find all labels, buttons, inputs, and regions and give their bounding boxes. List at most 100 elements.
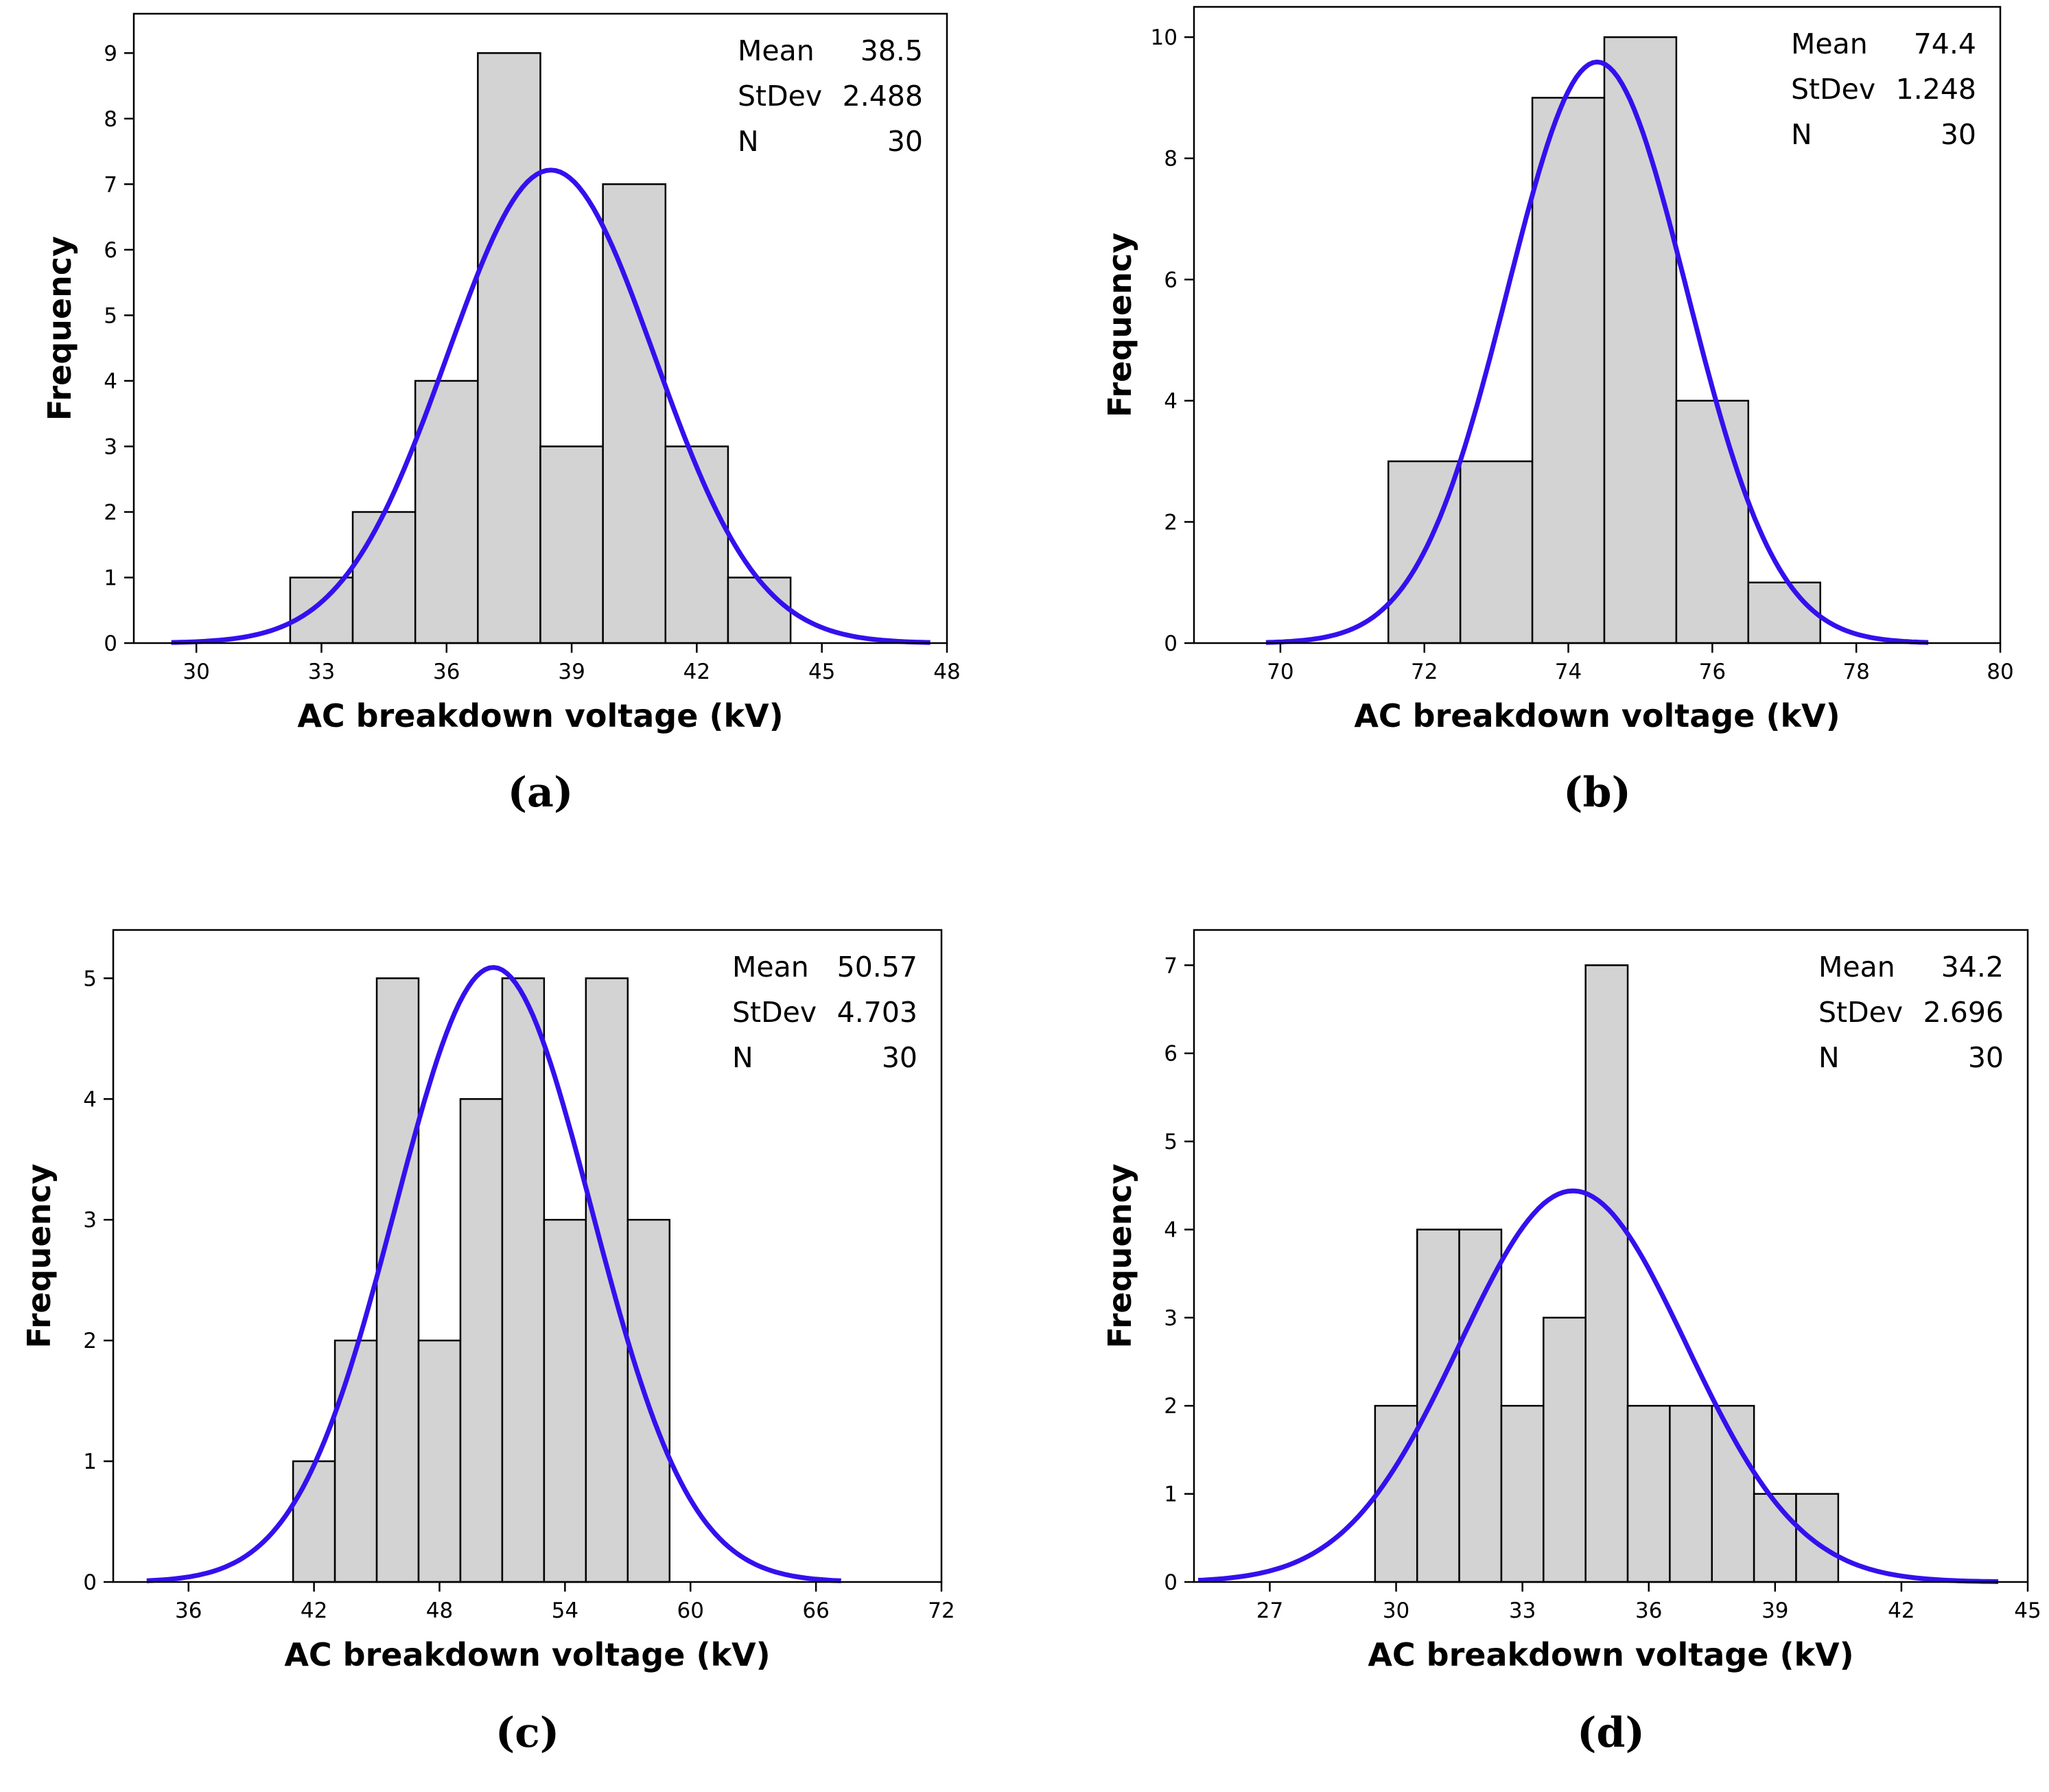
y-tick-label: 1 xyxy=(104,566,117,590)
normal-fit-curve xyxy=(1265,59,1929,645)
x-tick-label: 54 xyxy=(552,1598,578,1623)
histogram-bar xyxy=(459,1098,504,1583)
x-tick-label: 39 xyxy=(558,660,585,684)
histogram-bar xyxy=(543,1218,587,1583)
histogram-bar xyxy=(1458,1229,1503,1583)
histogram-bar xyxy=(1747,581,1821,644)
histogram-bar xyxy=(1374,1404,1418,1583)
histogram-bar xyxy=(414,380,479,644)
plot-frame xyxy=(112,929,943,1583)
histogram-bar xyxy=(501,977,546,1583)
histogram-bar xyxy=(1795,1493,1840,1583)
histogram-bar xyxy=(477,52,541,644)
x-tick-label: 27 xyxy=(1256,1598,1283,1623)
x-tick-label: 39 xyxy=(1761,1598,1788,1623)
y-tick-label: 9 xyxy=(104,41,117,66)
stat-label: Mean xyxy=(732,951,809,984)
x-tick-label: 72 xyxy=(928,1598,955,1623)
x-tick-label: 30 xyxy=(1383,1598,1409,1623)
y-tick-label: 5 xyxy=(1164,1130,1178,1154)
panel-label: (a) xyxy=(508,769,574,817)
histogram-panel-c: 36 42 48 54 60 66 72 0 1 2 3 4 5 AC breakdown voltage… xyxy=(21,929,955,1757)
x-tick-label: 80 xyxy=(1987,660,2013,684)
stat-value: 30 xyxy=(887,125,923,158)
plot-frame xyxy=(1193,929,2029,1583)
y-tick-label: 5 xyxy=(104,303,117,328)
x-tick-label: 36 xyxy=(433,660,460,684)
plot-frame xyxy=(1193,5,2002,644)
histogram-bar xyxy=(602,183,667,644)
histogram-bar xyxy=(1531,97,1606,644)
panel-label: (d) xyxy=(1577,1709,1645,1757)
x-tick-label: 74 xyxy=(1555,660,1582,684)
histogram-bar xyxy=(1675,399,1750,644)
x-tick-label: 76 xyxy=(1699,660,1726,684)
histogram-bar xyxy=(727,577,792,644)
y-axis-title: Frequency xyxy=(21,1163,58,1348)
stat-value: 30 xyxy=(882,1041,917,1074)
stat-label: N xyxy=(1818,1041,1840,1074)
x-axis-title: AC breakdown voltage (kV) xyxy=(284,1636,770,1673)
histogram-bar xyxy=(1711,1404,1755,1583)
x-tick-label: 45 xyxy=(2014,1598,2041,1623)
y-tick-label: 0 xyxy=(83,1570,97,1595)
stat-value: 74.4 xyxy=(1914,27,1976,60)
x-tick-label: 70 xyxy=(1267,660,1293,684)
stat-label: Mean xyxy=(1791,27,1868,60)
y-tick-label: 8 xyxy=(1164,147,1178,172)
normal-fit-curve xyxy=(146,965,841,1583)
x-tick-label: 66 xyxy=(802,1598,829,1623)
stat-value: 30 xyxy=(1941,118,1976,151)
x-tick-label: 36 xyxy=(1635,1598,1662,1623)
x-tick-label: 48 xyxy=(933,660,960,684)
y-tick-label: 4 xyxy=(83,1087,97,1112)
stat-value: 38.5 xyxy=(860,34,923,67)
stat-label: StDev xyxy=(738,80,822,113)
histogram-bar xyxy=(375,977,420,1583)
y-tick-label: 0 xyxy=(104,631,117,656)
y-tick-label: 8 xyxy=(104,107,117,132)
y-tick-label: 0 xyxy=(1164,1570,1178,1595)
y-tick-label: 3 xyxy=(1164,1306,1178,1331)
y-tick-label: 6 xyxy=(1164,1042,1178,1067)
x-tick-label: 42 xyxy=(1888,1598,1915,1623)
panel-label: (b) xyxy=(1563,769,1631,817)
normal-fit-curve xyxy=(171,167,930,645)
y-tick-label: 1 xyxy=(83,1450,97,1474)
histogram-bar xyxy=(1416,1229,1460,1583)
stat-label: StDev xyxy=(732,996,817,1029)
y-axis-title: Frequency xyxy=(1101,233,1138,417)
y-tick-label: 10 xyxy=(1151,25,1178,50)
histogram-panel-b: 70 72 74 76 78 80 0 2 4 6 8 10 AC breakdown voltage … xyxy=(1101,5,2014,817)
stat-value: 2.696 xyxy=(1923,996,2004,1029)
x-tick-label: 30 xyxy=(183,660,209,684)
stat-label: StDev xyxy=(1791,73,1875,106)
normal-fit-curve xyxy=(1197,1188,1999,1584)
x-tick-label: 33 xyxy=(1509,1598,1536,1623)
x-tick-label: 78 xyxy=(1842,660,1869,684)
y-tick-label: 5 xyxy=(83,966,97,991)
y-tick-label: 6 xyxy=(104,238,117,263)
stat-value: 34.2 xyxy=(1941,951,2004,984)
x-axis-title: AC breakdown voltage (kV) xyxy=(1354,697,1840,734)
histogram-bar xyxy=(289,577,354,644)
histogram-bar xyxy=(1500,1404,1545,1583)
x-tick-label: 72 xyxy=(1411,660,1438,684)
histogram-bar xyxy=(1543,1316,1586,1583)
x-tick-label: 36 xyxy=(175,1598,202,1623)
stat-label: StDev xyxy=(1818,996,1903,1029)
histogram-bar xyxy=(333,1339,378,1583)
stat-label: N xyxy=(1791,118,1812,151)
y-tick-label: 6 xyxy=(1164,268,1178,292)
x-axis-title: AC breakdown voltage (kV) xyxy=(1368,1636,1853,1673)
histogram-bar xyxy=(417,1339,462,1583)
histogram-bar xyxy=(1669,1404,1713,1583)
y-tick-label: 0 xyxy=(1164,631,1178,656)
y-tick-label: 7 xyxy=(104,172,117,197)
y-tick-label: 4 xyxy=(104,369,117,394)
y-tick-label: 1 xyxy=(1164,1482,1178,1507)
x-tick-label: 60 xyxy=(677,1598,704,1623)
